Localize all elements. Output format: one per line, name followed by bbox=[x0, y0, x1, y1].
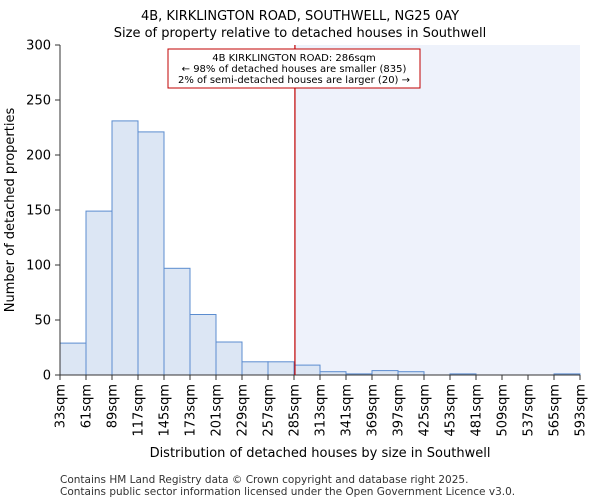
y-tick-label: 200 bbox=[26, 149, 51, 164]
bar-173sqm bbox=[189, 314, 217, 376]
x-tick-label: 593sqm bbox=[574, 384, 589, 437]
bar-145sqm bbox=[163, 267, 191, 376]
x-tick-label: 369sqm bbox=[366, 384, 381, 437]
x-tick-label: 33sqm bbox=[54, 384, 69, 428]
x-tick-label: 173sqm bbox=[184, 384, 199, 437]
footer-line-2: Contains public sector information licen… bbox=[60, 486, 516, 498]
bar-229sqm bbox=[241, 361, 269, 376]
y-tick-label: 250 bbox=[26, 94, 51, 109]
footer-line-1: Contains HM Land Registry data © Crown c… bbox=[60, 474, 469, 486]
y-tick-label: 300 bbox=[26, 39, 51, 54]
larger-region bbox=[294, 45, 580, 375]
y-axis-label: Number of detached properties bbox=[3, 108, 18, 313]
x-tick-label: 89sqm bbox=[106, 384, 121, 428]
x-tick-label: 537sqm bbox=[522, 384, 537, 437]
y-tick-label: 0 bbox=[43, 369, 51, 384]
x-tick-label: 341sqm bbox=[340, 384, 355, 437]
x-tick-label: 257sqm bbox=[262, 384, 277, 437]
y-tick-label: 100 bbox=[26, 259, 51, 274]
bar-285sqm bbox=[293, 364, 321, 376]
bar-61sqm bbox=[85, 210, 113, 376]
x-tick-label: 145sqm bbox=[158, 384, 173, 437]
x-tick-label: 509sqm bbox=[496, 384, 511, 437]
bar-89sqm bbox=[111, 120, 139, 376]
chart: 4B, KIRKLINGTON ROAD, SOUTHWELL, NG25 0A… bbox=[3, 9, 589, 461]
y-ticks: 0 50 100 150 200 250 300 bbox=[26, 39, 60, 384]
x-tick-label: 229sqm bbox=[236, 384, 251, 437]
x-tick-label: 201sqm bbox=[210, 384, 225, 437]
chart-subtitle: Size of property relative to detached ho… bbox=[114, 26, 486, 41]
x-axis-label: Distribution of detached houses by size … bbox=[150, 446, 491, 461]
annotation-line-2: ← 98% of detached houses are smaller (83… bbox=[182, 64, 407, 75]
annotation-line-1: 4B KIRKLINGTON ROAD: 286sqm bbox=[212, 53, 376, 64]
x-tick-label: 453sqm bbox=[444, 384, 459, 437]
chart-title: 4B, KIRKLINGTON ROAD, SOUTHWELL, NG25 0A… bbox=[141, 9, 459, 24]
x-tick-label: 425sqm bbox=[418, 384, 433, 437]
bar-201sqm bbox=[215, 341, 243, 376]
x-tick-label: 313sqm bbox=[314, 384, 329, 437]
bar-369sqm bbox=[371, 370, 399, 376]
y-tick-label: 150 bbox=[26, 204, 51, 219]
annotation-line-3: 2% of semi-detached houses are larger (2… bbox=[178, 75, 410, 86]
bars bbox=[59, 120, 581, 376]
y-tick-label: 50 bbox=[34, 314, 51, 329]
larger-region-shade bbox=[294, 45, 580, 375]
x-tick-label: 481sqm bbox=[470, 384, 485, 437]
x-tick-label: 285sqm bbox=[288, 384, 303, 437]
x-tick-label: 117sqm bbox=[132, 384, 147, 437]
x-tick-label: 397sqm bbox=[392, 384, 407, 437]
x-tick-label: 565sqm bbox=[548, 384, 563, 437]
bar-117sqm bbox=[137, 131, 165, 376]
annotation-box: 4B KIRKLINGTON ROAD: 286sqm ← 98% of det… bbox=[167, 48, 421, 89]
bar-257sqm bbox=[267, 361, 295, 376]
x-ticks: 33sqm 61sqm 89sqm 117sqm 145sqm 173sqm 201sqm 2… bbox=[54, 375, 589, 437]
x-tick-label: 61sqm bbox=[80, 384, 95, 428]
bar-33sqm bbox=[59, 342, 87, 376]
